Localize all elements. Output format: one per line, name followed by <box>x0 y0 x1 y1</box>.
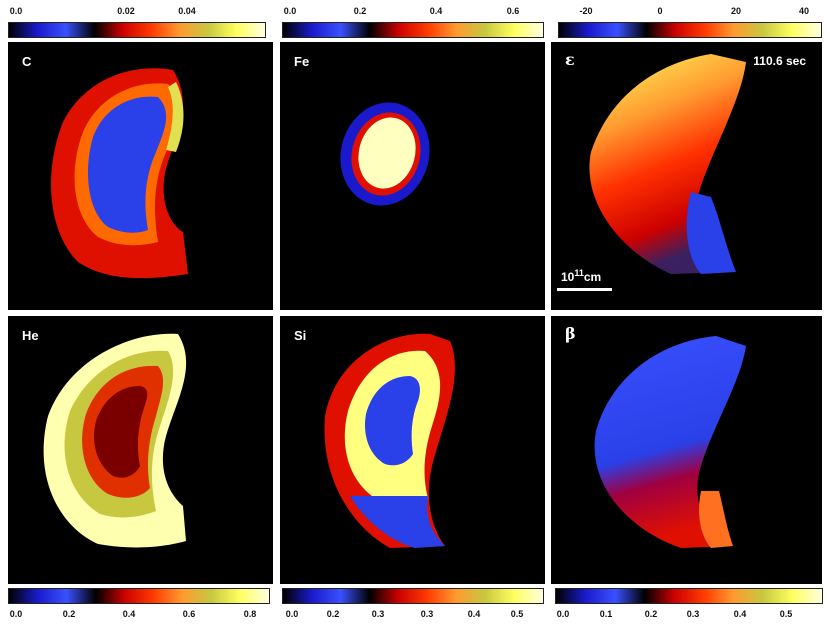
tick-label: 0.4 <box>467 609 481 619</box>
time-label: 110.6 sec <box>753 54 806 68</box>
panel-label-carbon: C <box>22 54 32 69</box>
scale-label: 1011cm <box>561 268 601 284</box>
panel-label-epsilon: ε <box>565 50 575 69</box>
tick-label: 0.3 <box>371 609 385 619</box>
tick-label: 0.0 <box>283 6 297 16</box>
colorbar-epsilon <box>558 22 822 38</box>
silicon-abundance-image <box>324 333 455 548</box>
tick-label: 0.6 <box>506 6 520 16</box>
colorbar-silicon <box>282 588 544 604</box>
tick-label: 0.4 <box>429 6 443 16</box>
panel-label-iron: Fe <box>294 54 310 69</box>
tick-label: 0.3 <box>420 609 434 619</box>
panel-silicon: Si <box>280 316 545 584</box>
epsilon-image <box>589 54 746 274</box>
colorbar-iron <box>282 22 544 38</box>
tick-label: 0.04 <box>178 6 196 16</box>
tick-label: 0.2 <box>644 609 658 619</box>
tick-label: 0.0 <box>285 609 299 619</box>
panel-helium: He <box>8 316 273 584</box>
tick-label: 0.4 <box>733 609 747 619</box>
scale-bar <box>557 288 612 291</box>
tick-label: 0.2 <box>62 609 76 619</box>
beta-image <box>594 336 746 548</box>
colorbar-helium <box>8 588 270 604</box>
scale-unit: cm <box>583 270 602 284</box>
panel-label-silicon: Si <box>294 328 307 343</box>
tick-label: 0.0 <box>9 6 23 16</box>
panel-iron: Fe <box>280 42 545 310</box>
carbon-abundance-image <box>51 68 188 279</box>
helium-abundance-image <box>43 333 187 548</box>
tick-label: 20 <box>730 6 742 16</box>
scale-exponent: 11 <box>574 268 584 278</box>
tick-label: 0.1 <box>599 609 613 619</box>
tick-label: 0.3 <box>686 609 700 619</box>
tick-label: 0.4 <box>122 609 136 619</box>
tick-label: 0.2 <box>353 6 367 16</box>
tick-label: 0.5 <box>779 609 793 619</box>
tick-label: 0.6 <box>182 609 196 619</box>
tick-label: 0.0 <box>9 609 23 619</box>
tick-label: -20 <box>579 6 593 16</box>
colorbar-beta <box>555 588 823 604</box>
tick-label: 0.5 <box>510 609 524 619</box>
tick-label: 40 <box>798 6 810 16</box>
tick-label: 0.2 <box>326 609 340 619</box>
panel-beta: β <box>551 316 822 584</box>
tick-label: 0 <box>657 6 663 16</box>
panel-epsilon: ε 110.6 sec 1011cm <box>551 42 822 310</box>
scale-base: 10 <box>561 270 575 284</box>
tick-label: 0.8 <box>243 609 257 619</box>
colorbar-carbon <box>8 22 266 38</box>
iron-abundance-image <box>340 102 430 206</box>
panel-carbon: C <box>8 42 273 310</box>
tick-label: 0.0 <box>556 609 570 619</box>
panel-label-beta: β <box>565 324 576 343</box>
tick-label: 0.02 <box>117 6 135 16</box>
panel-label-helium: He <box>22 328 39 343</box>
